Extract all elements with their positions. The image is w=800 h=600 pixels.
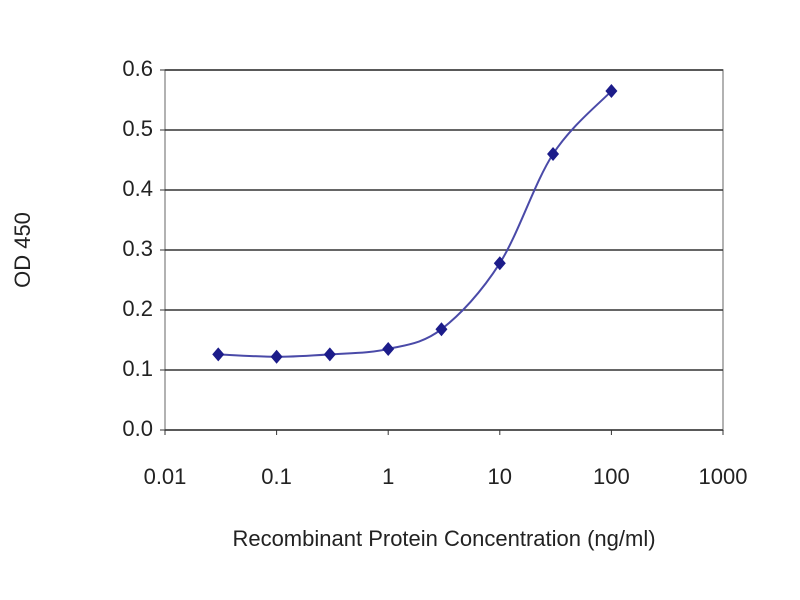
marker (547, 147, 560, 161)
y-axis-label: OD 450 (10, 212, 35, 288)
y-tick-label: 0.3 (122, 236, 153, 261)
y-tick-label: 0.4 (122, 176, 153, 201)
marker (435, 322, 448, 337)
y-tick-label: 0.2 (122, 296, 153, 321)
marker (493, 256, 506, 271)
marker (212, 347, 225, 362)
x-tick-label: 10 (488, 464, 512, 489)
marker (382, 342, 395, 356)
y-tick-label: 0.0 (122, 416, 153, 441)
x-tick-label: 1 (382, 464, 394, 489)
x-tick-label: 1000 (699, 464, 748, 489)
x-tick-label: 0.1 (261, 464, 292, 489)
y-tick-label: 0.6 (122, 56, 153, 81)
marker (270, 349, 283, 364)
y-tick-label: 0.1 (122, 356, 153, 381)
x-tick-label: 0.01 (144, 464, 187, 489)
marker (605, 84, 618, 98)
x-axis-label: Recombinant Protein Concentration (ng/ml… (232, 526, 655, 551)
marker (323, 347, 336, 362)
x-tick-label: 100 (593, 464, 630, 489)
y-tick-label: 0.5 (122, 116, 153, 141)
